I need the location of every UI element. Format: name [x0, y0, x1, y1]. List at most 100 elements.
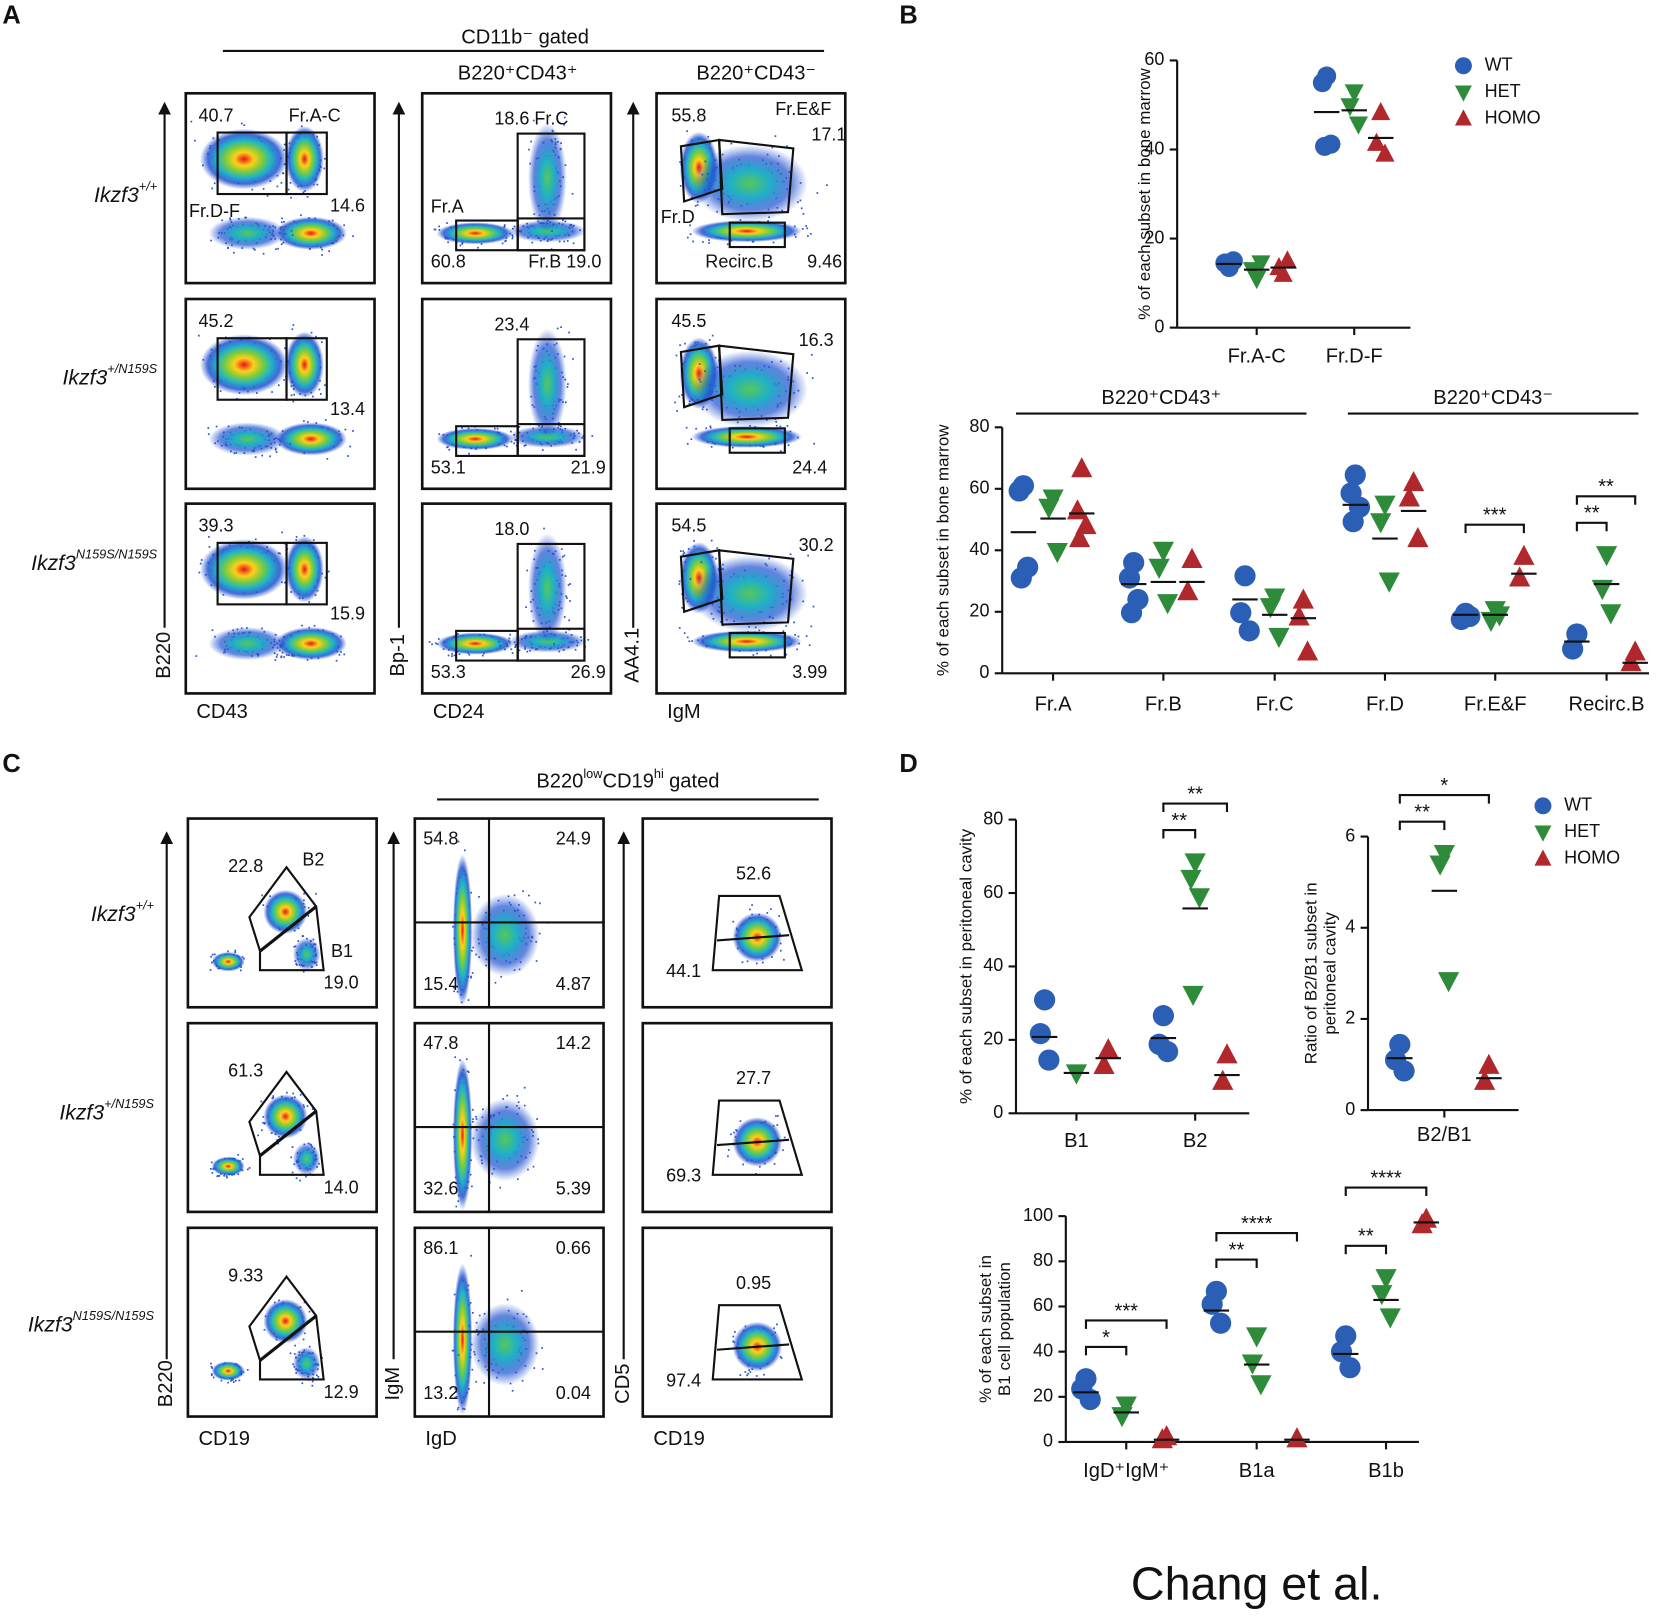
event-dot — [810, 625, 813, 628]
dot — [1250, 1375, 1272, 1396]
event-dot — [768, 216, 770, 219]
event-dot — [194, 139, 196, 142]
event-dot — [771, 146, 774, 149]
event-dot — [217, 1175, 220, 1177]
y-tick-label: 60 — [1033, 1295, 1053, 1315]
event-dot — [826, 184, 828, 186]
event-dot — [494, 981, 497, 984]
x-axis-label: CD24 — [433, 701, 484, 723]
event-dot — [302, 1338, 305, 1341]
gate-label: 32.6 — [423, 1178, 458, 1198]
event-dot — [714, 557, 717, 560]
legend-marker — [1534, 849, 1552, 866]
gate-label: 44.1 — [666, 961, 701, 981]
genotype-base: Ikzf3 — [91, 903, 136, 926]
density — [275, 627, 347, 661]
genotype-label: Ikzf3+/+ — [91, 898, 154, 926]
density — [470, 1098, 540, 1182]
event-dot — [303, 1332, 306, 1335]
x-tick-label: Fr.C — [1256, 693, 1294, 715]
event-dot — [328, 250, 331, 253]
gate — [717, 344, 795, 421]
genotype-sup: N159S/N159S — [76, 547, 158, 562]
event-dot — [475, 1380, 478, 1383]
event-dot — [229, 217, 231, 220]
event-dot — [520, 1289, 523, 1292]
event-dot — [291, 234, 294, 236]
event-dot — [453, 1293, 456, 1296]
dot — [1118, 567, 1141, 589]
event-dot — [516, 1178, 519, 1180]
event-dot — [306, 196, 309, 198]
event-dot — [755, 1375, 758, 1377]
gate — [679, 549, 724, 614]
event-dot — [477, 246, 479, 249]
event-dot — [448, 448, 451, 451]
density — [528, 122, 567, 234]
gate — [728, 221, 786, 249]
event-dot — [506, 1298, 509, 1301]
event-dot — [744, 1371, 747, 1373]
event-dot — [472, 1120, 474, 1123]
event-dot — [568, 619, 571, 622]
event-dot — [562, 219, 564, 221]
event-dot — [696, 204, 699, 206]
dot — [1342, 511, 1364, 533]
header-sup: hi — [654, 766, 664, 781]
event-dot — [747, 1372, 750, 1375]
gate-label: 69.3 — [666, 1166, 701, 1186]
density — [436, 222, 514, 245]
y-tick-label: 80 — [983, 808, 1003, 828]
genotype-sup: +/+ — [139, 179, 157, 194]
event-dot — [810, 353, 813, 356]
event-dot — [434, 228, 437, 231]
dot — [1314, 136, 1335, 156]
event-dot — [338, 653, 341, 656]
y-tick-label: 60 — [969, 478, 989, 498]
genotype-sup: +/N159S — [107, 361, 157, 376]
significance-label: **** — [1241, 1213, 1272, 1235]
arrow-head — [160, 831, 174, 844]
event-dot — [352, 430, 354, 432]
event-dot — [302, 191, 305, 194]
event-dot — [572, 358, 574, 360]
dot — [1216, 1043, 1238, 1064]
event-dot — [464, 849, 466, 852]
y-tick-label: 20 — [969, 601, 989, 621]
event-dot — [752, 654, 755, 656]
event-dot — [686, 442, 689, 445]
dot — [1242, 262, 1262, 281]
dot — [1010, 567, 1032, 589]
header-part: CD19 — [602, 771, 653, 793]
event-dot — [531, 241, 534, 244]
y-axis-label: Bp-1 — [387, 634, 409, 677]
density — [285, 125, 324, 193]
event-dot — [710, 445, 713, 448]
event-dot — [796, 648, 798, 651]
event-dot — [437, 638, 440, 640]
event-dot — [685, 426, 688, 429]
event-dot — [261, 894, 264, 897]
flow-plot — [641, 817, 833, 1009]
event-dot — [800, 207, 803, 210]
x-tick-label: Fr.A — [1035, 693, 1072, 715]
y-tick-label: 100 — [1023, 1205, 1053, 1225]
gate — [716, 934, 790, 942]
dot — [1269, 257, 1289, 276]
gate-label: 0.66 — [556, 1238, 591, 1258]
event-dot — [315, 892, 317, 895]
gate-label: Fr.B 19.0 — [528, 252, 601, 272]
event-dot — [564, 220, 567, 223]
event-dot — [315, 1374, 318, 1377]
gate-label: 14.6 — [330, 196, 365, 216]
density — [211, 952, 245, 972]
significance-label: **** — [1370, 1167, 1401, 1189]
dot — [1065, 1064, 1088, 1085]
event-dot — [316, 183, 319, 186]
event-dot — [220, 1379, 223, 1382]
density — [691, 220, 802, 243]
event-dot — [291, 1171, 294, 1174]
event-dot — [207, 427, 210, 429]
density — [436, 427, 514, 450]
event-dot — [782, 630, 785, 633]
